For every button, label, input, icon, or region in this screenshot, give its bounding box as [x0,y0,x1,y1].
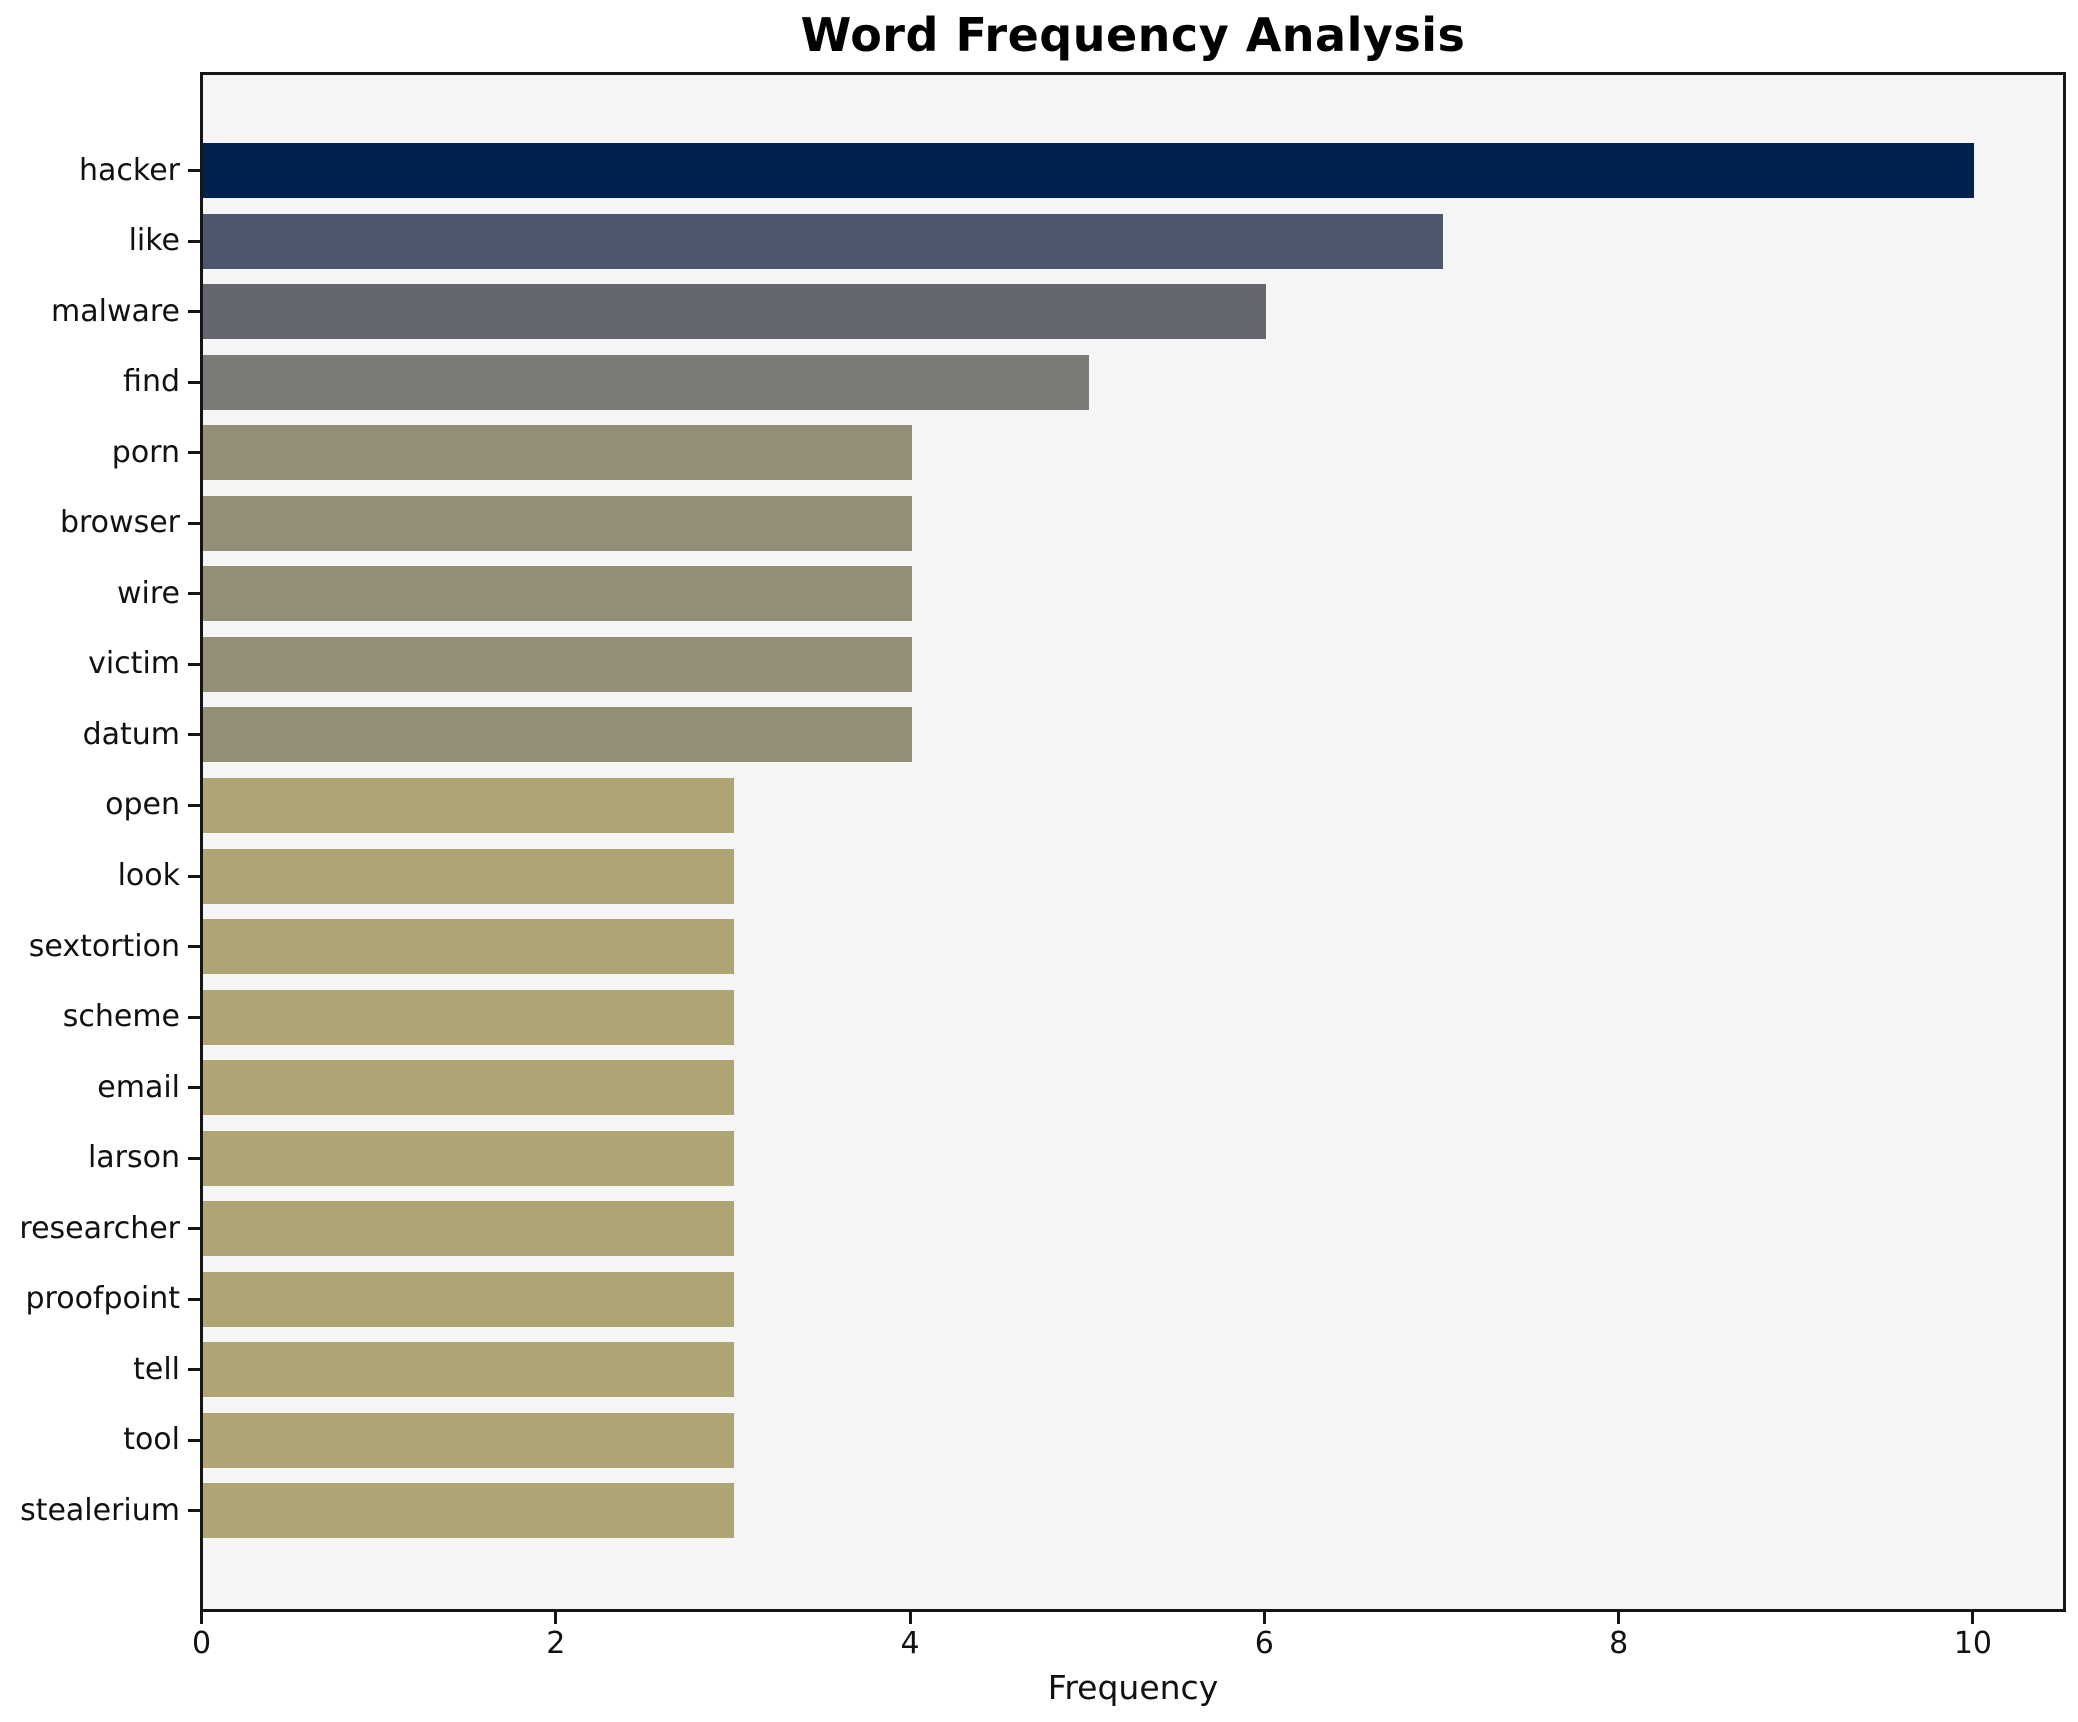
x-tick-label-8: 8 [1609,1626,1629,1661]
y-tick-mark [188,945,200,949]
y-tick-mark [188,1086,200,1090]
bar-scheme [203,989,735,1045]
bar-hacker [203,143,1975,198]
bar-open [203,777,735,833]
y-tick-label-find: find [123,364,180,400]
bar-proofpoint [203,1271,735,1327]
y-tick-mark [188,1438,200,1442]
bar-stealerium [203,1483,735,1539]
bar-email [203,1060,735,1116]
bar-tell [203,1342,735,1398]
y-tick-label-tell: tell [133,1351,180,1387]
bar-wire [203,566,912,622]
x-tick-label-2: 2 [546,1626,566,1661]
y-tick-mark [188,592,200,596]
x-axis-title: Frequency [1047,1668,1219,1707]
y-tick-label-tool: tool [123,1422,180,1458]
y-tick-label-victim: victim [88,646,180,682]
y-tick-mark [188,662,200,666]
y-tick-label-like: like [128,223,180,259]
bar-datum [203,707,912,763]
y-tick-mark [188,1156,200,1160]
y-tick-mark [188,1227,200,1231]
y-tick-mark [188,169,200,172]
y-tick-mark [188,733,200,737]
bar-browser [203,495,912,551]
y-tick-label-stealerium: stealerium [20,1492,180,1528]
x-tick-label-4: 4 [900,1626,920,1661]
x-tick-label-6: 6 [1254,1626,1274,1661]
y-tick-mark [188,521,200,525]
y-tick-label-open: open [105,787,180,823]
y-tick-mark [188,451,200,455]
x-tick-mark [200,1612,203,1624]
x-tick-mark [1617,1612,1621,1624]
y-tick-label-email: email [97,1069,180,1105]
y-tick-label-porn: porn [111,434,180,470]
y-tick-label-datum: datum [82,716,180,752]
y-tick-mark [188,1368,200,1372]
bar-porn [203,425,912,481]
y-tick-mark [188,380,200,384]
y-tick-label-hacker: hacker [79,152,180,188]
y-tick-label-malware: malware [51,293,180,329]
y-tick-mark [188,239,200,243]
x-tick-mark [1262,1612,1266,1624]
bar-find [203,354,1089,410]
bar-sextortion [203,919,735,975]
y-tick-label-wire: wire [116,575,180,611]
x-tick-mark [554,1612,558,1624]
bar-larson [203,1130,735,1186]
y-tick-label-larson: larson [87,1140,180,1176]
plot-area [200,72,2066,1612]
y-tick-label-browser: browser [59,505,180,541]
y-tick-label-sextortion: sextortion [28,928,180,964]
x-tick-label-10: 10 [1953,1626,1993,1661]
bar-victim [203,636,912,692]
bar-tool [203,1412,735,1468]
y-tick-mark [188,1297,200,1301]
y-tick-mark [188,1015,200,1019]
x-tick-label-0: 0 [191,1626,212,1661]
y-tick-label-researcher: researcher [19,1210,180,1246]
x-tick-mark [908,1612,912,1624]
bar-malware [203,284,1266,340]
x-tick-mark [1971,1612,1975,1624]
y-tick-mark [188,803,200,807]
y-tick-label-scheme: scheme [62,999,180,1035]
bar-look [203,848,735,904]
y-tick-label-look: look [117,858,180,893]
bar-researcher [203,1201,735,1257]
y-tick-mark [188,310,200,314]
bar-like [203,213,1443,269]
y-tick-mark [188,874,200,878]
y-tick-mark [188,1509,200,1513]
chart-title: Word Frequency Analysis [800,8,1466,62]
y-tick-label-proofpoint: proofpoint [25,1281,181,1317]
